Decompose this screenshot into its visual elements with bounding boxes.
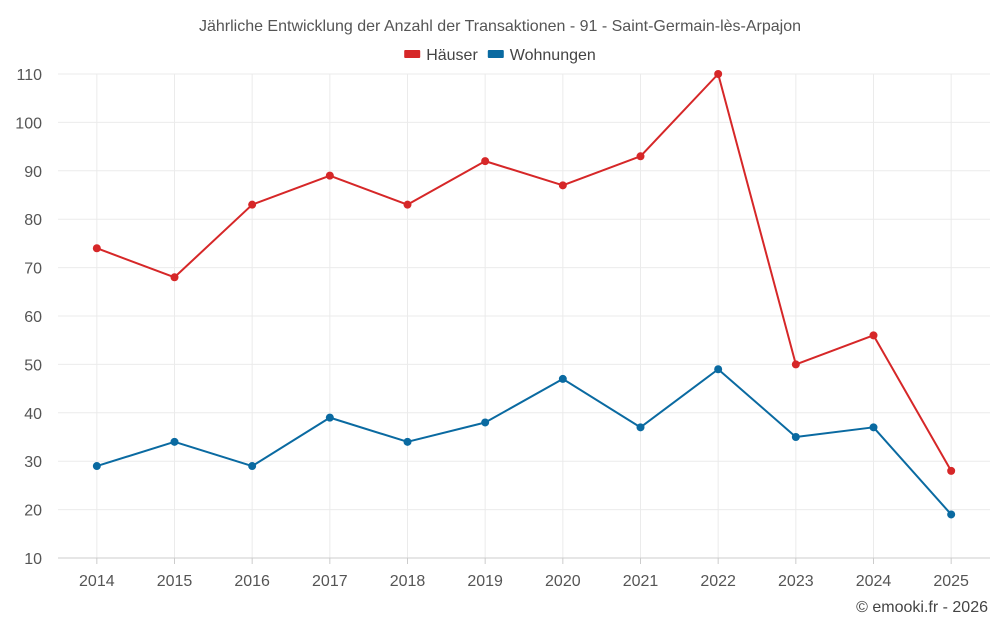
data-point[interactable] <box>92 462 101 471</box>
legend-label: Wohnungen <box>510 47 596 64</box>
y-tick-label: 70 <box>24 261 42 278</box>
y-tick-label: 30 <box>24 454 42 471</box>
x-tick-label: 2014 <box>79 573 115 590</box>
y-tick-label: 110 <box>16 67 42 84</box>
y-tick-label: 50 <box>24 357 42 374</box>
x-tick-label: 2021 <box>623 573 659 590</box>
data-point[interactable] <box>403 437 412 446</box>
data-point[interactable] <box>92 244 101 253</box>
series-1 <box>92 365 956 519</box>
data-point[interactable] <box>170 437 179 446</box>
data-point[interactable] <box>558 181 567 190</box>
legend-swatch <box>487 50 504 58</box>
series-line <box>96 73 953 472</box>
data-point[interactable] <box>947 466 956 475</box>
legend-label: Häuser <box>426 47 478 64</box>
data-point[interactable] <box>481 157 490 166</box>
y-tick-label: 40 <box>24 406 42 423</box>
data-point[interactable] <box>947 510 956 519</box>
data-point[interactable] <box>170 273 179 282</box>
y-tick-label: 90 <box>24 164 42 181</box>
copyright-text: © emooki.fr - 2026 <box>856 599 988 616</box>
x-tick-label: 2020 <box>545 573 581 590</box>
legend: Häuser Wohnungen <box>404 47 596 64</box>
data-point[interactable] <box>714 70 723 78</box>
series-0 <box>92 70 956 475</box>
axes: 10 20 30 40 50 60 70 80 90 100 110 2014 2015 2016 2017… <box>15 67 990 590</box>
x-tick-label: 2018 <box>390 573 426 590</box>
grid <box>58 73 990 558</box>
x-tick-label: 2019 <box>467 573 503 590</box>
x-tick-label: 2015 <box>157 573 193 590</box>
data-point[interactable] <box>869 423 878 432</box>
data-point[interactable] <box>791 360 800 369</box>
x-tick-label: 2022 <box>700 573 736 590</box>
x-tick-label: 2024 <box>856 573 892 590</box>
series-layer <box>92 70 956 519</box>
data-point[interactable] <box>403 200 412 209</box>
chart-title: Jährliche Entwicklung der Anzahl der Tra… <box>199 18 801 35</box>
data-point[interactable] <box>481 418 490 427</box>
data-point[interactable] <box>869 331 878 340</box>
y-tick-label: 10 <box>24 551 42 568</box>
series-line <box>96 368 952 516</box>
legend-swatch <box>404 50 421 58</box>
y-tick-label: 60 <box>24 309 42 326</box>
data-point[interactable] <box>248 462 257 471</box>
x-tick-label: 2017 <box>312 573 348 590</box>
data-point[interactable] <box>714 365 723 374</box>
y-tick-label: 20 <box>24 503 42 520</box>
y-tick-label: 100 <box>15 115 42 132</box>
data-point[interactable] <box>325 413 334 422</box>
data-point[interactable] <box>791 433 800 441</box>
x-tick-label: 2016 <box>234 573 270 590</box>
x-tick-label: 2023 <box>778 573 814 590</box>
x-tick-label: 2025 <box>933 573 969 590</box>
y-tick-label: 80 <box>24 212 42 229</box>
data-point[interactable] <box>558 374 567 383</box>
data-point[interactable] <box>636 423 645 432</box>
data-point[interactable] <box>248 200 257 209</box>
data-point[interactable] <box>636 152 645 161</box>
data-point[interactable] <box>325 171 334 180</box>
